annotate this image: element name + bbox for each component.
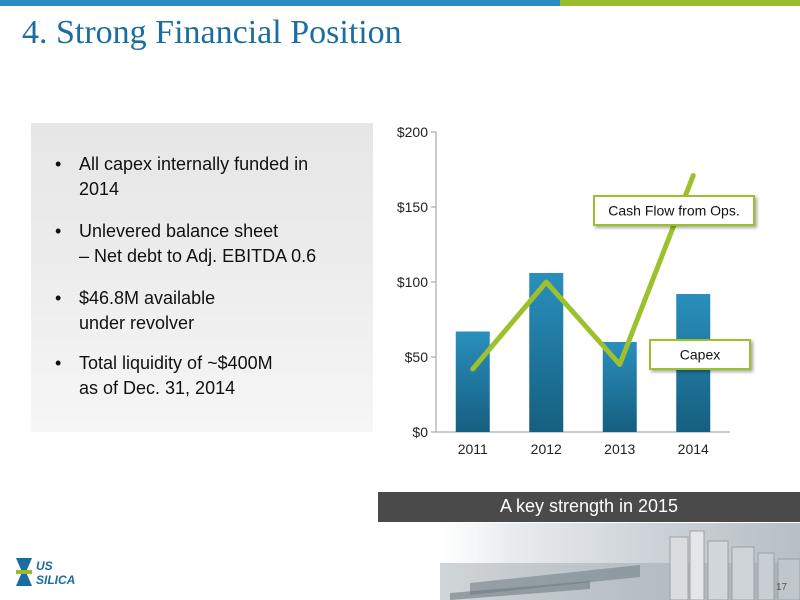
- page-number: 17: [776, 582, 788, 593]
- x-tick-label: 2013: [604, 441, 635, 457]
- bullet-dot: •: [55, 353, 62, 373]
- y-tick-label: $0: [412, 424, 428, 440]
- callout-box: [649, 339, 751, 370]
- bullet-panel: • All capex internally funded in 2014 • …: [31, 123, 373, 432]
- top-accent-blue: [0, 0, 560, 6]
- capex-bar: [602, 342, 637, 432]
- bullet-line: All capex internally funded in: [79, 154, 309, 174]
- grain-elevator-photo: [440, 523, 800, 600]
- banner-text: A key strength in 2015: [499, 496, 679, 516]
- y-tick-label: $100: [397, 274, 428, 290]
- capex-bar: [529, 273, 564, 432]
- y-tick-label: $150: [397, 199, 428, 215]
- callout-label: Capex: [680, 347, 720, 363]
- bullet-line: 2014: [79, 179, 120, 199]
- capex-cashflow-chart: $0 $50 $100 $150 $200 2011 2012 2013 2014 Cash F…: [397, 124, 755, 457]
- x-tick-label: 2012: [531, 441, 562, 457]
- x-tick-label: 2014: [678, 441, 709, 457]
- bullet-dot: •: [55, 154, 62, 174]
- y-tick-label: $200: [397, 124, 428, 140]
- bullet-dot: •: [55, 221, 62, 241]
- us-silica-logo: US SILICA: [16, 558, 75, 587]
- top-accent-bar: [0, 0, 800, 6]
- slide-title: 4. Strong Financial Position: [22, 14, 402, 51]
- bullet-line: as of Dec. 31, 2014: [79, 378, 236, 398]
- logo-line-silica: SILICA: [36, 573, 75, 587]
- bullet-line: Unlevered balance sheet: [79, 221, 279, 241]
- logo-line-us: US: [36, 559, 53, 573]
- bullet-line: under revolver: [79, 313, 195, 333]
- bullet-line: – Net debt to Adj. EBITDA 0.6: [79, 246, 317, 266]
- callout-label: Cash Flow from Ops.: [608, 203, 739, 219]
- series-callout: Capex: [649, 339, 751, 370]
- bullet-dot: •: [55, 288, 62, 308]
- y-tick-label: $50: [405, 349, 429, 365]
- capex-bar: [455, 331, 490, 432]
- top-accent-green: [560, 0, 800, 6]
- series-callout: Cash Flow from Ops.: [593, 195, 755, 226]
- bullet-line: $46.8M available: [79, 288, 216, 308]
- cash-flow-line: [470, 173, 696, 372]
- bullet-line: Total liquidity of ~$400M: [79, 353, 273, 373]
- callout-box: [593, 195, 755, 226]
- key-strength-banner: A key strength in 2015: [378, 492, 800, 522]
- silo-illustration: [440, 530, 800, 600]
- x-tick-label: 2011: [458, 441, 488, 457]
